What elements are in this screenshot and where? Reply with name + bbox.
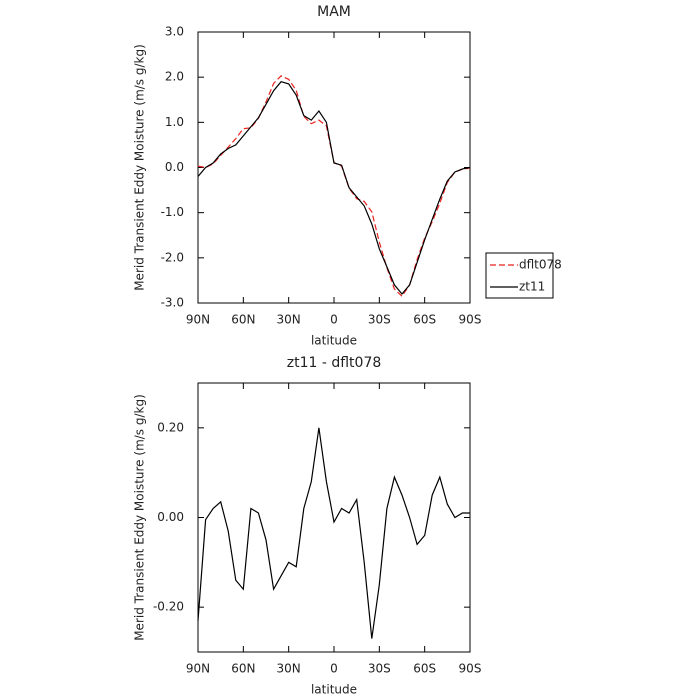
legend-label: dflt078 [519,258,562,272]
x-tick-label: 30S [368,313,391,327]
legend-label: zt11 [519,280,545,294]
y-tick-label: 0.00 [157,510,184,524]
chart-title: zt11 - dflt078 [287,355,382,371]
y-tick-label: -3.0 [161,296,184,310]
data-line [197,75,471,298]
y-tick-label: -2.0 [161,250,184,264]
x-tick-label: 60S [413,313,436,327]
y-tick-label: -0.20 [153,600,184,614]
data-line [197,81,471,295]
y-tick-label: 0.0 [165,160,184,174]
y-tick-label: 2.0 [165,70,184,84]
data-line [197,427,470,639]
plot-frame [197,31,471,304]
y-axis-label: Merid Transient Eddy Moisture (m/s g/kg) [133,44,147,291]
x-tick-label: 90N [186,662,210,676]
x-tick-label: 0 [330,313,338,327]
x-tick-label: 90S [459,313,482,327]
y-tick-label: 1.0 [165,115,184,129]
plot-frame [197,382,471,653]
x-tick-label: 90N [186,313,210,327]
x-tick-label: 60S [413,662,436,676]
y-tick-label: -1.0 [161,205,184,219]
x-tick-label: 30S [368,662,391,676]
chart-title: MAM [317,4,351,20]
x-tick-label: 60N [231,662,255,676]
x-tick-label: 30N [277,662,301,676]
x-axis-label: latitude [311,334,357,348]
x-tick-label: 90S [459,662,482,676]
legend-box [485,252,554,299]
y-tick-label: 0.20 [157,420,184,434]
x-tick-label: 30N [277,313,301,327]
x-tick-label: 0 [330,662,338,676]
y-axis-label: Merid Transient Eddy Moisture (m/s g/kg) [133,394,147,641]
x-tick-label: 60N [231,313,255,327]
y-tick-label: 3.0 [165,25,184,39]
x-axis-label: latitude [311,683,357,697]
